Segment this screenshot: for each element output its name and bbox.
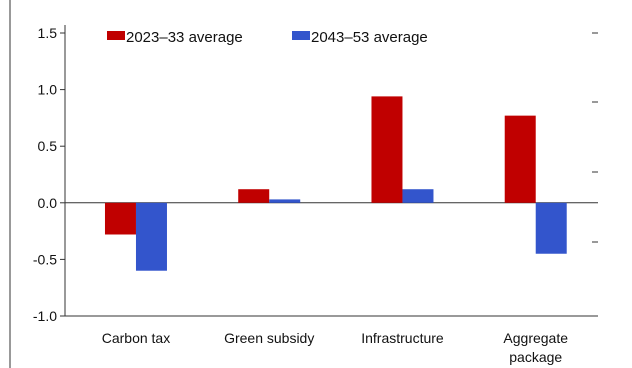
- x-axis: Carbon tax Green subsidy Infrastructure Agg…: [102, 330, 569, 365]
- y-tick-label-0: 1.5: [38, 25, 58, 41]
- legend: 2023–33 average 2043–53 average: [107, 29, 428, 46]
- legend-swatch-2: [292, 31, 310, 40]
- bar-series2-cat4: [535, 202, 567, 254]
- y-axis: 1.5 1.0 0.5 0.0 -0.5 -1.0: [33, 25, 65, 324]
- x-tick-label-4-line2: package: [509, 349, 562, 365]
- y-tick-label-4: -0.5: [33, 251, 57, 267]
- bar-series1-cat3: [371, 96, 403, 203]
- legend-swatch-1: [107, 31, 125, 40]
- bar-series2-cat3: [402, 189, 434, 203]
- bar-series2-cat2: [269, 199, 301, 203]
- bar-series1-cat1: [104, 202, 136, 235]
- bars: [104, 96, 567, 271]
- y-tick-label-5: -1.0: [33, 308, 57, 324]
- x-tick-label-2: Green subsidy: [224, 330, 314, 346]
- bar-series2-cat1: [135, 202, 167, 271]
- x-tick-label-3: Infrastructure: [361, 330, 444, 346]
- y-tick-label-3: 0.0: [38, 195, 58, 211]
- x-tick-label-4-line1: Aggregate: [503, 330, 568, 346]
- y-tick-label-2: 0.5: [38, 138, 58, 154]
- legend-label-2: 2043–53 average: [311, 29, 428, 46]
- y-tick-label-1: 1.0: [38, 82, 58, 98]
- bar-series1-cat4: [504, 115, 536, 203]
- bar-series1-cat2: [238, 189, 270, 203]
- legend-label-1: 2023–33 average: [126, 29, 243, 46]
- x-tick-label-1: Carbon tax: [102, 330, 170, 346]
